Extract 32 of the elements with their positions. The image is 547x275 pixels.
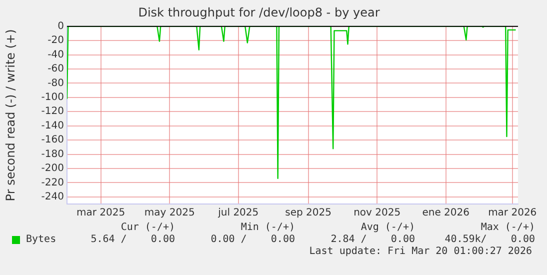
x-tick-label: nov 2025 <box>354 208 401 219</box>
y-tick-label: -120 <box>41 106 64 118</box>
text: Max (-/+) <box>480 222 535 234</box>
text: 0.00 / 0.00 <box>210 234 295 246</box>
text: Avg (-/+) <box>360 222 415 234</box>
text: Last update: Fri Mar 20 01:00:27 2026 <box>308 246 533 258</box>
text: 5.64 / 0.00 <box>90 234 175 246</box>
y-tick-label: -220 <box>41 177 64 188</box>
y-tick-label: -240 <box>41 191 64 202</box>
x-tick-label: jul 2025 <box>217 208 259 219</box>
x-tick-label: ene 2026 <box>422 208 470 219</box>
text: Min (-/+) <box>240 222 295 234</box>
y-tick-label: -100 <box>41 92 64 104</box>
legend-label: Bytes <box>26 234 56 246</box>
y-tick-label: -20 <box>48 35 64 46</box>
x-tick-label: may 2025 <box>144 208 195 219</box>
y-tick-label: -140 <box>41 120 64 132</box>
text: 2.84 / 0.00 <box>330 234 415 246</box>
y-tick-label: -160 <box>41 134 64 146</box>
y-tick-label: -200 <box>41 163 64 174</box>
y-tick-label: -80 <box>48 78 64 89</box>
y-tick-label: 0 <box>58 20 64 32</box>
y-tick-label: -40 <box>48 49 64 60</box>
x-tick-label: sep 2025 <box>285 208 332 219</box>
y-tick-label: -60 <box>48 64 64 75</box>
text: Cur (-/+) <box>120 222 175 234</box>
y-axis-title: Pr second read (-) / write (+) <box>3 29 18 202</box>
y-tick-label: -180 <box>41 148 64 160</box>
chart-title: Disk throughput for /dev/loop8 - by year <box>138 5 380 20</box>
x-tick-label: mar 2026 <box>488 208 537 219</box>
x-tick-label: mar 2025 <box>76 208 126 219</box>
text: 40.59k/ 0.00 <box>444 234 535 246</box>
